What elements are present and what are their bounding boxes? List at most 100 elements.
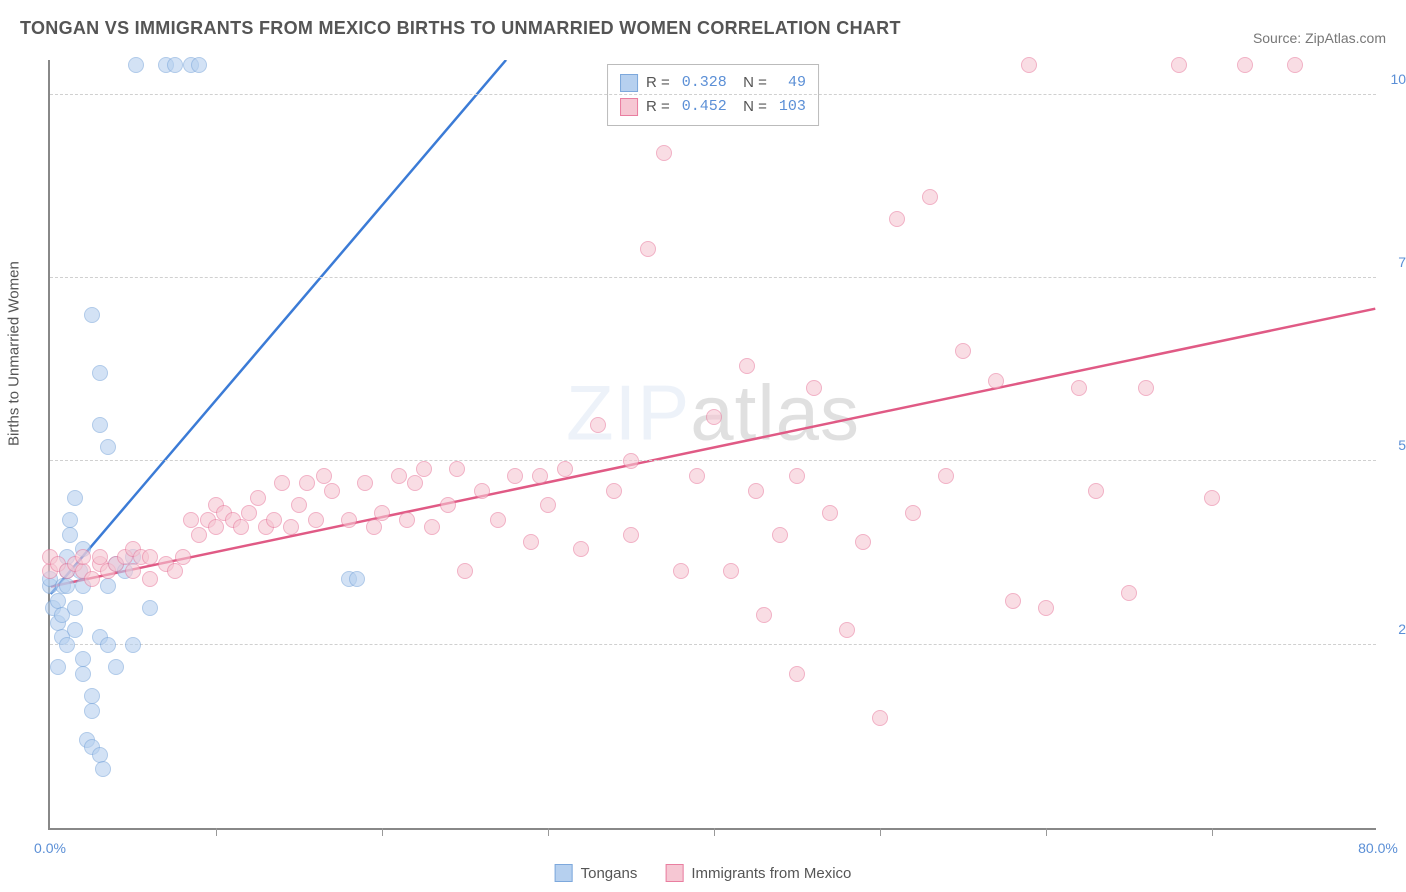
data-point (590, 417, 606, 433)
stats-row-mexico: R = 0.452 N = 103 (620, 95, 806, 119)
data-point (59, 578, 75, 594)
data-point (100, 439, 116, 455)
data-point (167, 57, 183, 73)
y-axis-label: Births to Unmarried Women (6, 261, 23, 446)
data-point (457, 563, 473, 579)
label-n: N = (735, 95, 767, 119)
data-point (167, 563, 183, 579)
data-point (1021, 57, 1037, 73)
data-point (366, 519, 382, 535)
data-point (507, 468, 523, 484)
data-point (1171, 57, 1187, 73)
data-point (59, 637, 75, 653)
data-point (1088, 483, 1104, 499)
chart-title: TONGAN VS IMMIGRANTS FROM MEXICO BIRTHS … (20, 18, 901, 39)
data-point (100, 578, 116, 594)
x-tick-label: 0.0% (34, 840, 66, 856)
data-point (1071, 380, 1087, 396)
data-point (623, 453, 639, 469)
data-point (723, 563, 739, 579)
data-point (50, 593, 66, 609)
data-point (1204, 490, 1220, 506)
trend-line (51, 309, 1376, 587)
legend-swatch (555, 864, 573, 882)
data-point (67, 490, 83, 506)
data-point (191, 527, 207, 543)
data-point (540, 497, 556, 513)
data-point (789, 468, 805, 484)
data-point (523, 534, 539, 550)
data-point (955, 343, 971, 359)
data-point (175, 549, 191, 565)
legend-item: Immigrants from Mexico (665, 864, 851, 882)
data-point (92, 365, 108, 381)
data-point (449, 461, 465, 477)
data-point (374, 505, 390, 521)
data-point (84, 703, 100, 719)
data-point (606, 483, 622, 499)
data-point (324, 483, 340, 499)
value-n-mexico: 103 (779, 95, 806, 119)
data-point (142, 549, 158, 565)
source-attribution: Source: ZipAtlas.com (1253, 30, 1386, 46)
data-point (100, 637, 116, 653)
data-point (391, 468, 407, 484)
data-point (349, 571, 365, 587)
value-r-tongans: 0.328 (682, 71, 727, 95)
data-point (922, 189, 938, 205)
data-point (62, 527, 78, 543)
data-point (1121, 585, 1137, 601)
data-point (557, 461, 573, 477)
y-tick-label: 75.0% (1398, 254, 1406, 270)
data-point (84, 688, 100, 704)
chart-container: TONGAN VS IMMIGRANTS FROM MEXICO BIRTHS … (0, 0, 1406, 892)
x-tick-minor (548, 828, 549, 836)
label-r: R = (646, 95, 670, 119)
data-point (1005, 593, 1021, 609)
data-point (142, 600, 158, 616)
trend-lines (50, 60, 1376, 828)
data-point (75, 651, 91, 667)
value-n-tongans: 49 (779, 71, 806, 95)
data-point (748, 483, 764, 499)
data-point (490, 512, 506, 528)
data-point (416, 461, 432, 477)
data-point (573, 541, 589, 557)
data-point (341, 512, 357, 528)
data-point (640, 241, 656, 257)
series-legend: TongansImmigrants from Mexico (555, 864, 852, 882)
y-tick-label: 25.0% (1398, 621, 1406, 637)
value-r-mexico: 0.452 (682, 95, 727, 119)
data-point (399, 512, 415, 528)
data-point (92, 549, 108, 565)
data-point (474, 483, 490, 499)
data-point (62, 512, 78, 528)
y-tick-label: 100.0% (1391, 71, 1406, 87)
stats-legend: R = 0.328 N = 49 R = 0.452 N = 103 (607, 64, 819, 126)
label-r: R = (646, 71, 670, 95)
data-point (208, 519, 224, 535)
swatch-tongans (620, 74, 638, 92)
data-point (673, 563, 689, 579)
data-point (84, 307, 100, 323)
data-point (233, 519, 249, 535)
legend-label: Immigrants from Mexico (691, 865, 851, 882)
data-point (872, 710, 888, 726)
data-point (50, 659, 66, 675)
label-n: N = (735, 71, 767, 95)
x-tick-minor (714, 828, 715, 836)
data-point (789, 666, 805, 682)
data-point (274, 475, 290, 491)
data-point (623, 527, 639, 543)
data-point (357, 475, 373, 491)
data-point (95, 761, 111, 777)
data-point (806, 380, 822, 396)
data-point (689, 468, 705, 484)
data-point (291, 497, 307, 513)
data-point (283, 519, 299, 535)
watermark-zip: ZIP (566, 369, 690, 457)
data-point (191, 57, 207, 73)
data-point (75, 666, 91, 682)
plot-area: ZIPatlas R = 0.328 N = 49 R = 0.452 N = … (48, 60, 1376, 830)
data-point (839, 622, 855, 638)
